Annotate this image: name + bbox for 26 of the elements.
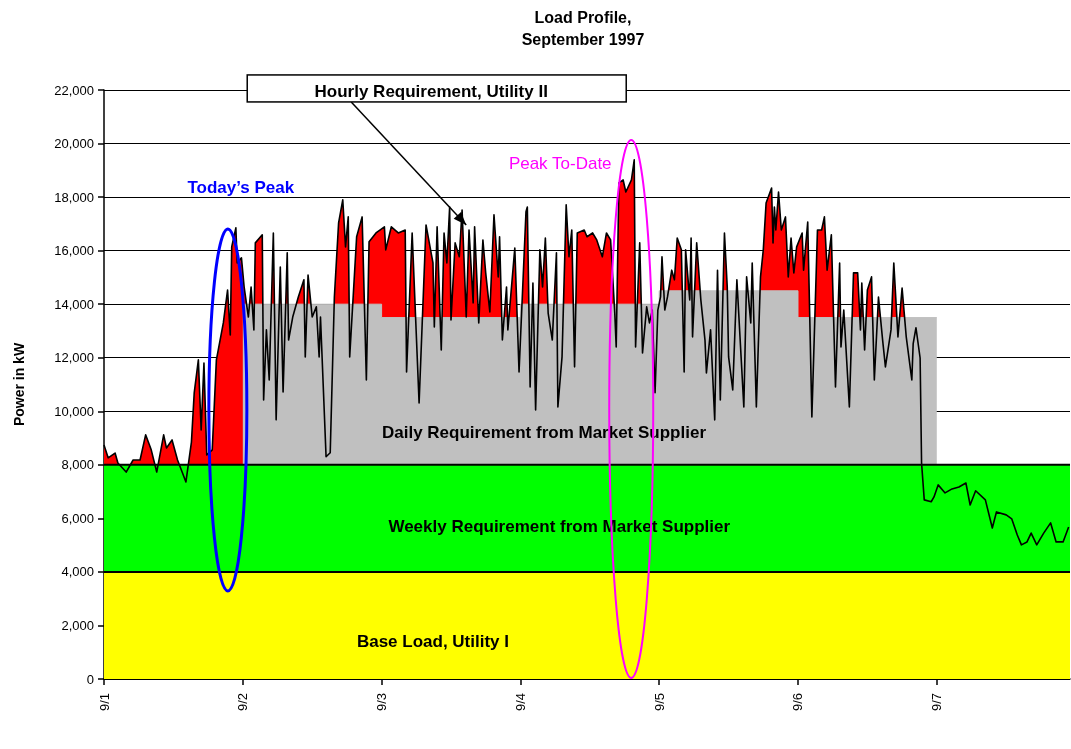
annotation: Hourly Requirement, Utility II	[314, 81, 548, 101]
chart-subtitle: September 1997	[521, 30, 645, 48]
x-tick-label: 9/6	[790, 693, 806, 712]
x-tick-label: 9/3	[374, 693, 390, 712]
y-tick-label: 2,000	[61, 617, 94, 633]
annotation: Today’s Peak	[187, 177, 295, 197]
y-tick-label: 0	[86, 671, 94, 687]
y-tick-label: 4,000	[61, 564, 94, 580]
series-label: Base Load, Utility I	[356, 631, 510, 651]
y-tick-label: 14,000	[54, 296, 94, 312]
y-tick-label: 18,000	[54, 189, 94, 205]
chart-title: Load Profile,	[534, 8, 632, 26]
x-tick-label: 9/2	[235, 693, 251, 712]
y-axis-title: Power in kW	[11, 342, 27, 427]
y-tick-label: 10,000	[54, 403, 94, 419]
x-tick-label: 9/7	[929, 693, 945, 712]
x-tick-label: 9/1	[96, 693, 112, 712]
y-tick-label: 8,000	[61, 457, 94, 473]
y-tick-label: 12,000	[54, 350, 94, 366]
y-tick-label: 6,000	[61, 510, 94, 526]
annotation: Peak To-Date	[508, 153, 612, 173]
y-tick-label: 20,000	[54, 136, 94, 152]
x-tick-label: 9/4	[512, 693, 528, 712]
y-tick-label: 22,000	[54, 82, 94, 98]
y-tick-label: 16,000	[54, 243, 94, 259]
x-tick-label: 9/5	[651, 693, 667, 712]
